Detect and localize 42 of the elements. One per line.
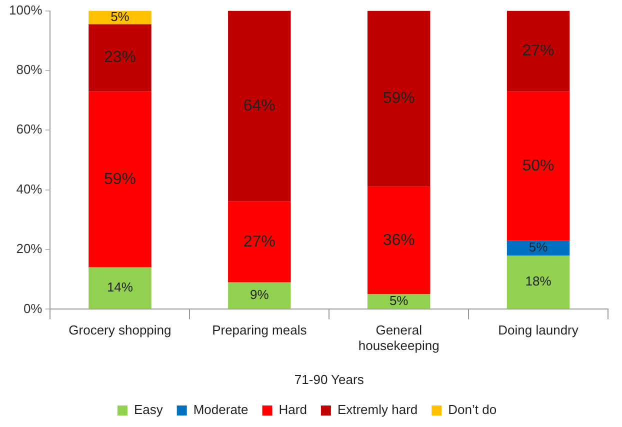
x-tick-label: General housekeeping	[358, 322, 440, 354]
data-label: 27%	[522, 42, 554, 60]
data-label: 36%	[382, 232, 415, 249]
x-axis-title: 71-90 Years	[294, 372, 364, 387]
bar	[88, 267, 152, 309]
y-tick-label: 20%	[16, 241, 43, 256]
legend-label: Hard	[278, 402, 307, 418]
bar	[506, 240, 570, 256]
data-label: 59%	[382, 90, 415, 108]
bar	[506, 91, 570, 241]
data-label: 64%	[243, 98, 276, 115]
data-label: 5%	[528, 240, 548, 255]
bar	[506, 10, 570, 92]
data-label: 5%	[389, 293, 409, 308]
bar	[228, 202, 291, 282]
bar	[88, 91, 152, 268]
data-label: 5%	[110, 9, 130, 24]
bar	[228, 10, 291, 202]
x-tick-label: Grocery shopping	[68, 322, 172, 338]
bar	[228, 282, 291, 309]
bar	[367, 10, 430, 187]
legend-label: Moderate	[193, 402, 248, 418]
bar	[88, 24, 152, 92]
data-label: 59%	[104, 170, 136, 188]
y-tick-label: 0%	[23, 300, 43, 316]
y-tick-label: 40%	[16, 181, 43, 196]
data-label: 27%	[243, 233, 276, 250]
bar	[367, 186, 430, 294]
data-label: 14%	[106, 280, 134, 295]
data-label: 18%	[525, 274, 552, 289]
data-label: 50%	[522, 157, 554, 174]
data-label: 23%	[104, 49, 136, 66]
data-label: 9%	[250, 287, 270, 302]
bar	[506, 255, 570, 309]
legend-label: Easy	[134, 402, 164, 418]
x-tick-label: Doing laundry	[498, 322, 579, 338]
y-tick-label: 80%	[16, 62, 43, 78]
y-tick-label: 100%	[9, 2, 43, 18]
legend-label: Extremly hard	[337, 402, 418, 418]
x-tick-label: Preparing meals	[212, 322, 308, 338]
y-tick-label: 60%	[16, 122, 43, 137]
legend-label: Don’t do	[448, 402, 497, 418]
